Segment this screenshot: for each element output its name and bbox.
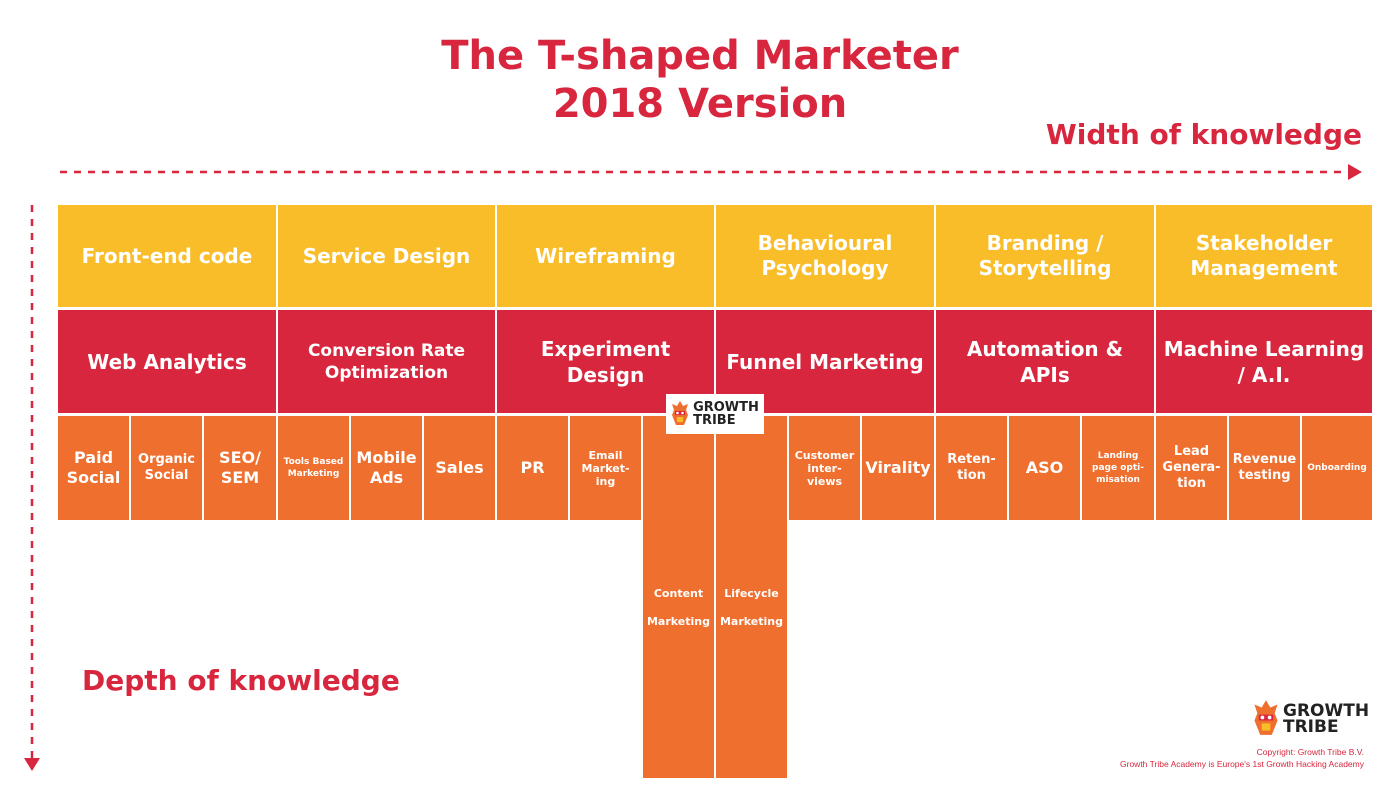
copyright-line-2: Growth Tribe Academy is Europe's 1st Gro… xyxy=(1120,759,1364,769)
depth-axis-arrowhead xyxy=(24,758,40,771)
skill-organic-social: Organic Social xyxy=(131,416,204,520)
skill-front-end-code: Front-end code xyxy=(58,205,278,309)
skill-service-design: Service Design xyxy=(278,205,497,309)
tribal-mask-icon xyxy=(672,401,689,425)
logo-wordmark: GROWTH TRIBE xyxy=(693,401,759,427)
skill-web-analytics: Web Analytics xyxy=(58,310,278,415)
skill-lead-generation: Lead Genera- tion xyxy=(1156,416,1229,520)
logo-line-1: GROWTH xyxy=(1283,701,1370,721)
logo-line-2: TRIBE xyxy=(693,413,736,428)
skill-sales: Sales xyxy=(424,416,497,520)
page-title: The T-shaped Marketer xyxy=(441,33,959,79)
skill-stakeholder-management: Stakeholder Management xyxy=(1156,205,1372,309)
skill-revenue-testing: Revenue testing xyxy=(1229,416,1302,520)
skill-pr: PR xyxy=(497,416,570,520)
deep-skill-content-marketing: Content Marketing xyxy=(643,416,716,778)
width-axis-arrowhead xyxy=(1348,164,1362,180)
logo-wordmark: GROWTH TRIBE xyxy=(1283,701,1370,737)
copyright-notice: Copyright: Growth Tribe B.V. Growth Trib… xyxy=(1120,746,1364,770)
tribal-mask-icon xyxy=(1254,700,1278,735)
skill-onboarding: Onboarding xyxy=(1302,416,1372,520)
growth-tribe-footer-logo: GROWTH TRIBE xyxy=(1253,700,1369,738)
depth-of-knowledge-label: Depth of knowledge xyxy=(82,664,400,697)
deep-skill-lifecycle-marketing: Lifecycle Marketing xyxy=(716,416,789,778)
skill-landing-page-optimisation: Landing page opti- misation xyxy=(1082,416,1156,520)
skill-retention: Reten- tion xyxy=(936,416,1009,520)
logo-line-2: TRIBE xyxy=(1283,717,1339,737)
skill-branding-storytelling: Branding / Storytelling xyxy=(936,205,1156,309)
skill-tools-based-marketing: Tools Based Marketing xyxy=(278,416,351,520)
skill-aso: ASO xyxy=(1009,416,1082,520)
skill-virality: Virality xyxy=(862,416,936,520)
skill-customer-interviews: Customer inter- views xyxy=(789,416,862,520)
deep-skill-label: Lifecycle Marketing xyxy=(719,587,783,628)
page-subtitle: 2018 Version xyxy=(552,81,848,127)
copyright-line-1: Copyright: Growth Tribe B.V. xyxy=(1256,747,1364,757)
skill-paid-social: Paid Social xyxy=(58,416,131,520)
skill-mobile-ads: Mobile Ads xyxy=(351,416,424,520)
skill-wireframing: Wireframing xyxy=(497,205,716,309)
skill-behavioural-psychology: Behavioural Psychology xyxy=(716,205,936,309)
growth-tribe-logo-badge: GROWTH TRIBE xyxy=(666,394,764,434)
skill-automation-apis: Automation & APIs xyxy=(936,310,1156,415)
skill-email-marketing: Email Market- ing xyxy=(570,416,643,520)
width-of-knowledge-label: Width of knowledge xyxy=(1045,118,1362,151)
logo-line-1: GROWTH xyxy=(693,400,759,415)
deep-skill-label: Content Marketing xyxy=(646,587,710,628)
skill-machine-learning-ai: Machine Learning / A.I. xyxy=(1156,310,1372,415)
skill-seo-sem: SEO/ SEM xyxy=(204,416,278,520)
skill-conversion-rate-optimization: Conversion Rate Optimization xyxy=(278,310,497,415)
